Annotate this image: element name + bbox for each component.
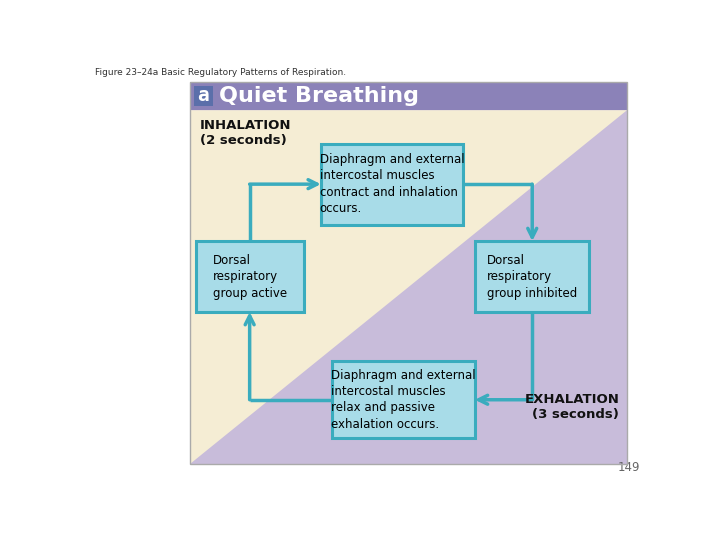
Text: Diaphragm and external
intercostal muscles
contract and inhalation
occurs.: Diaphragm and external intercostal muscl… <box>320 153 464 215</box>
Bar <box>190 82 627 464</box>
Bar <box>190 82 627 110</box>
Text: Figure 23–24a Basic Regulatory Patterns of Respiration.: Figure 23–24a Basic Regulatory Patterns … <box>95 68 346 77</box>
Text: Diaphragm and external
intercostal muscles
relax and passive
exhalation occurs.: Diaphragm and external intercostal muscl… <box>331 368 476 431</box>
Text: a: a <box>197 86 210 105</box>
Text: Quiet Breathing: Quiet Breathing <box>219 86 419 106</box>
Text: INHALATION
(2 seconds): INHALATION (2 seconds) <box>199 119 291 147</box>
Polygon shape <box>190 110 627 464</box>
Text: 149: 149 <box>618 462 640 475</box>
FancyBboxPatch shape <box>321 144 464 225</box>
FancyBboxPatch shape <box>475 241 589 312</box>
Text: Dorsal
respiratory
group inhibited: Dorsal respiratory group inhibited <box>487 254 577 300</box>
Text: Dorsal
respiratory
group active: Dorsal respiratory group active <box>212 254 287 300</box>
Text: EXHALATION
(3 seconds): EXHALATION (3 seconds) <box>524 393 619 421</box>
Bar <box>194 85 212 106</box>
FancyBboxPatch shape <box>333 361 475 438</box>
Bar <box>190 82 627 464</box>
FancyBboxPatch shape <box>196 241 304 312</box>
